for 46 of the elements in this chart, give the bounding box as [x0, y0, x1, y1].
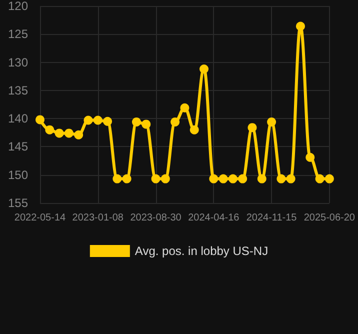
point — [296, 22, 305, 31]
point — [122, 174, 132, 184]
x-tick-label: 2022-05-14 — [14, 212, 66, 224]
point — [267, 117, 276, 126]
point — [209, 174, 218, 184]
point — [238, 174, 248, 184]
x-tick-label: 2023-08-30 — [130, 212, 182, 224]
x-tick-label: 2024-04-16 — [188, 212, 240, 224]
point — [74, 130, 84, 140]
y-tick-label: 120 — [8, 0, 28, 13]
y-tick-label: 140 — [8, 112, 28, 126]
point — [103, 116, 112, 126]
point — [84, 116, 93, 125]
y-tick-label: 125 — [8, 27, 28, 42]
point — [93, 116, 102, 125]
point — [306, 152, 315, 162]
point — [160, 174, 170, 184]
y-tick-label: 145 — [8, 140, 28, 154]
y-tick-label: 130 — [8, 55, 28, 70]
legend-label: Avg. pos. in lobby US-NJ — [134, 244, 268, 258]
y-tick-label: 135 — [8, 83, 28, 98]
point — [248, 123, 257, 132]
point — [276, 174, 286, 184]
point — [36, 115, 44, 124]
point — [132, 117, 141, 126]
point — [170, 117, 180, 126]
x-tick-label: 2024-11-15 — [246, 212, 298, 224]
point — [142, 120, 151, 129]
y-tick-label: 150 — [8, 168, 28, 182]
point — [45, 125, 54, 134]
point — [286, 174, 296, 184]
point — [190, 125, 199, 134]
point — [324, 174, 334, 184]
point — [64, 128, 74, 138]
point — [151, 174, 160, 184]
point — [315, 174, 324, 184]
point — [54, 128, 64, 138]
point — [180, 103, 190, 112]
y-tick-label: 155 — [8, 196, 28, 210]
point — [228, 174, 238, 184]
point — [257, 174, 266, 184]
x-tick-label: 2023-01-08 — [72, 212, 124, 224]
x-tick-label: 2025-06-20 — [304, 212, 356, 224]
point — [200, 64, 209, 74]
point — [112, 174, 122, 184]
point — [218, 174, 228, 184]
